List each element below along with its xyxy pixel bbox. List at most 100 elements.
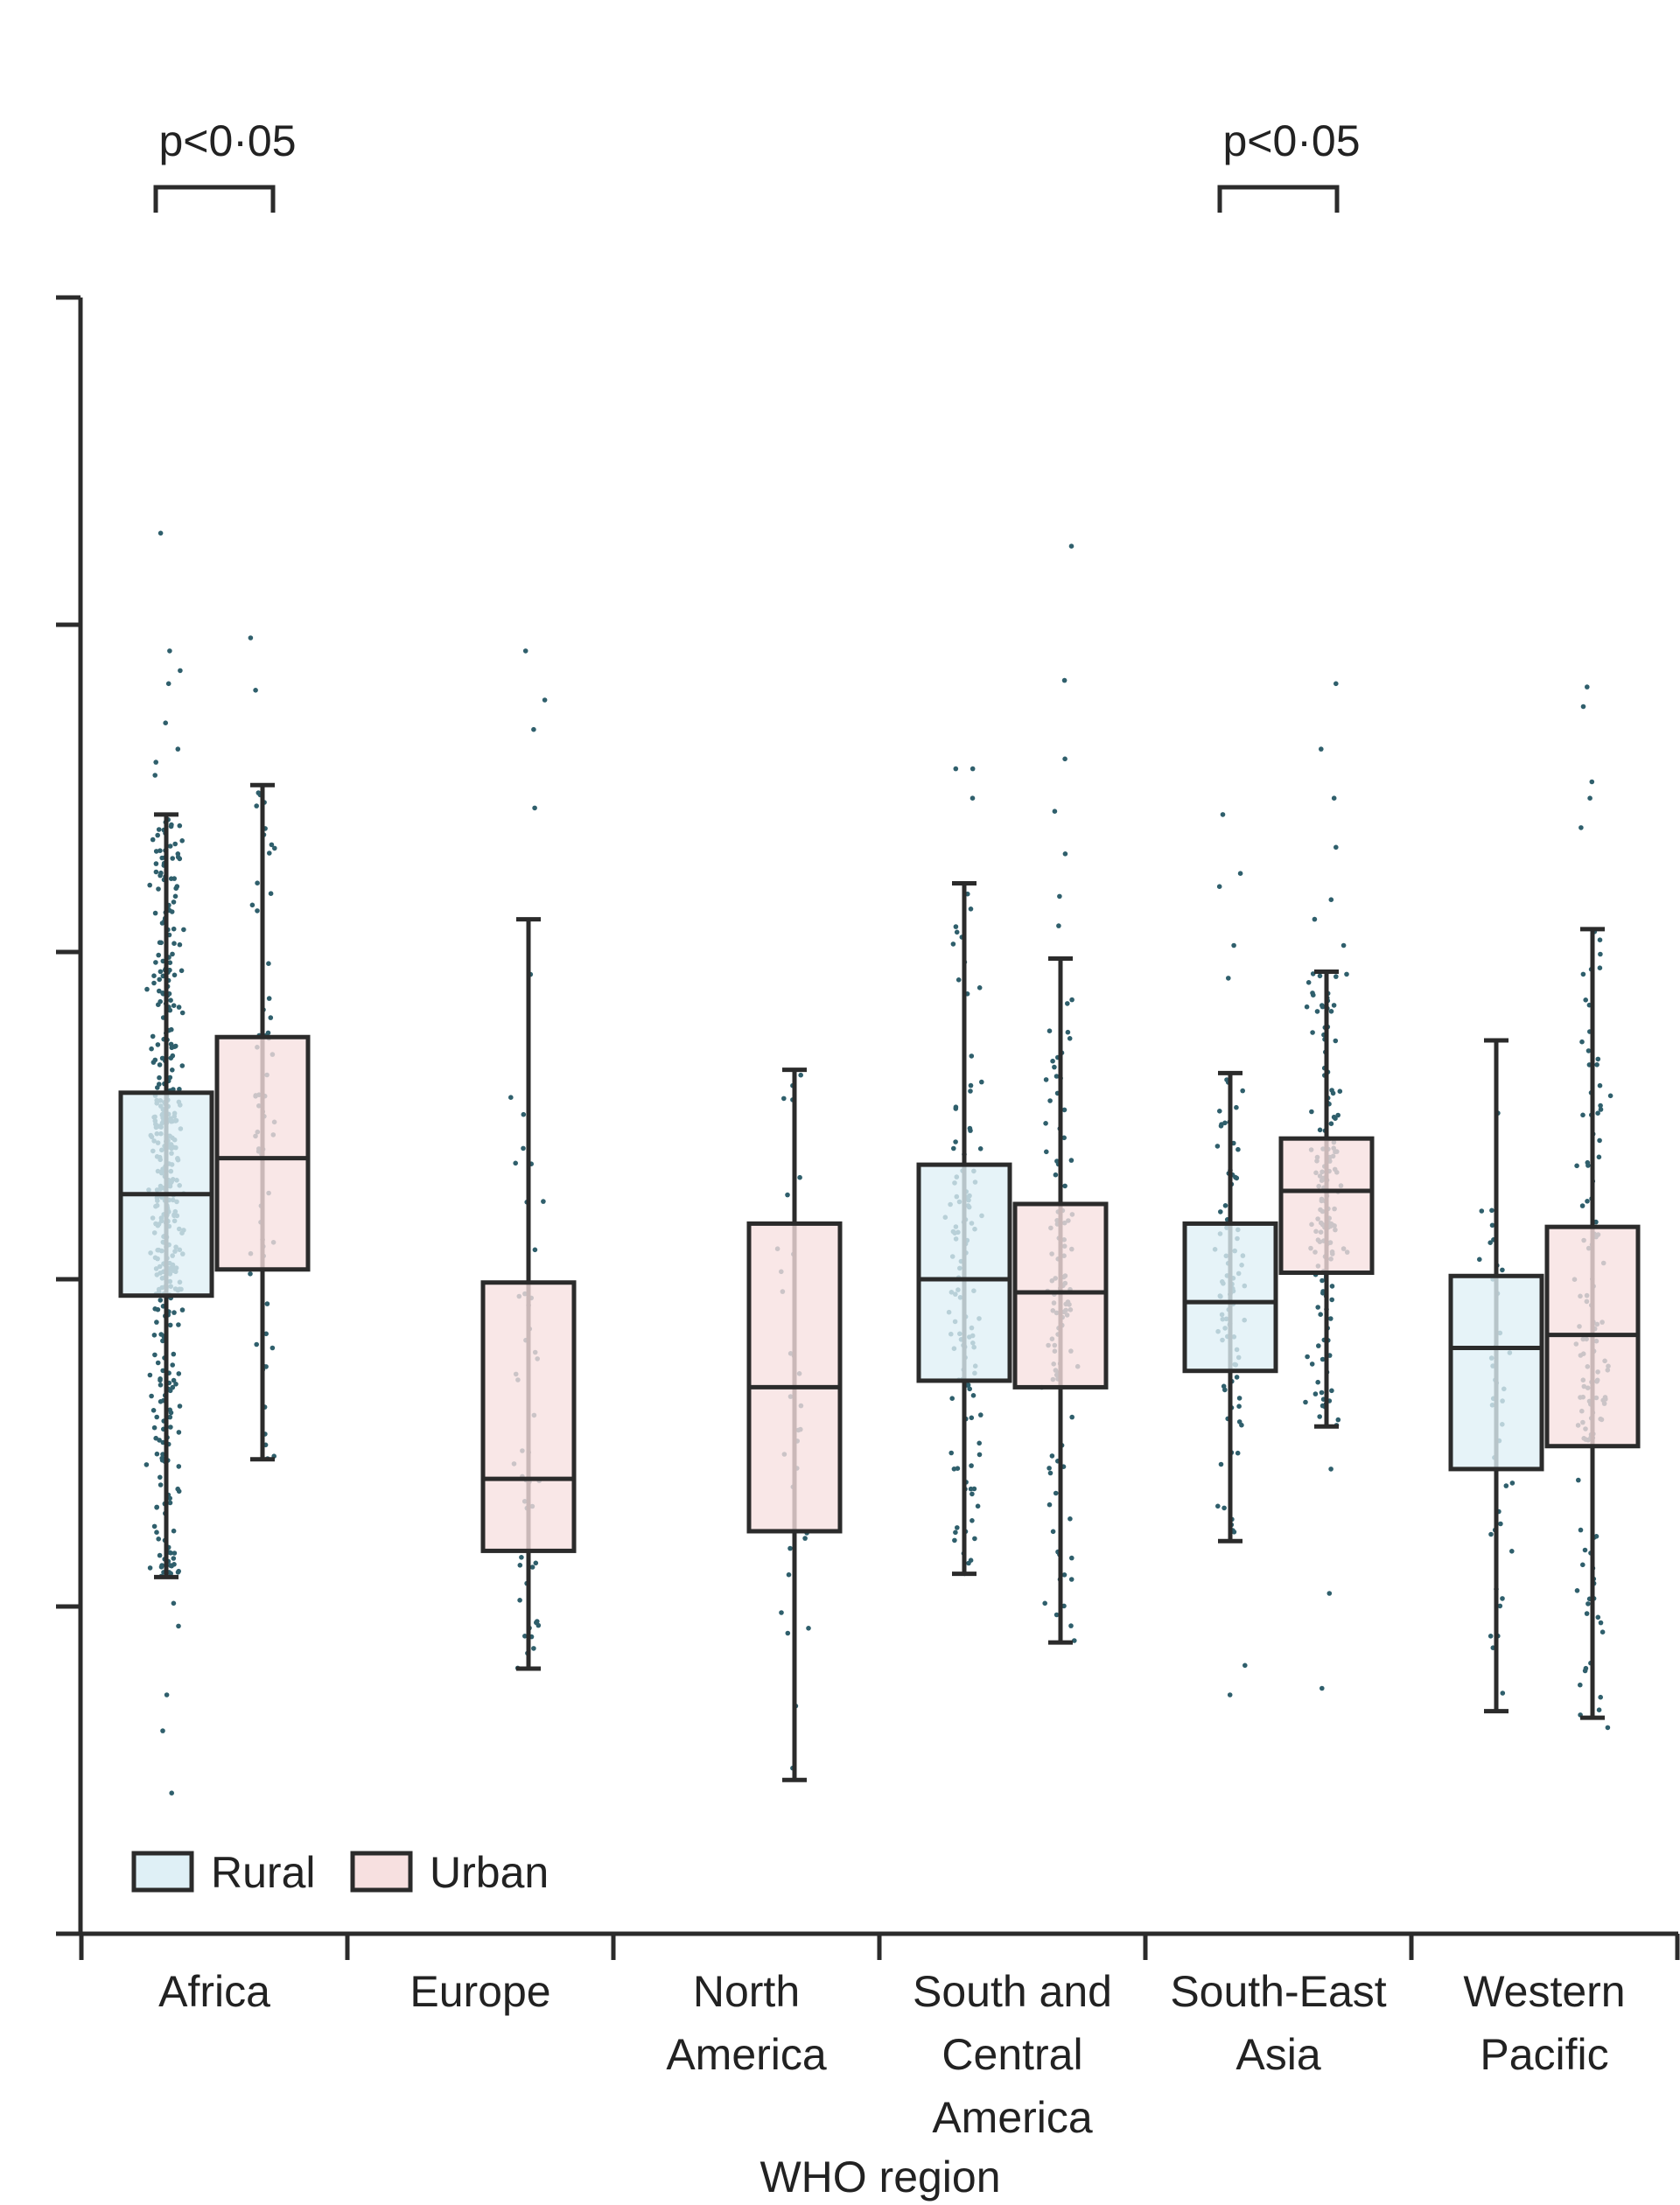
data-point	[263, 1331, 270, 1337]
data-point	[1061, 1107, 1068, 1113]
outlier-point	[1319, 746, 1324, 752]
data-point	[532, 1247, 538, 1253]
x-tick-label-line: Africa	[158, 1967, 270, 2016]
data-point	[953, 1139, 958, 1144]
outlier-point	[542, 697, 548, 703]
data-point	[1500, 1690, 1506, 1696]
data-point	[1072, 1638, 1077, 1643]
data-point	[176, 1322, 181, 1327]
data-point	[779, 1610, 784, 1615]
data-point	[1330, 1090, 1336, 1096]
data-point	[1068, 1623, 1074, 1628]
outlier-point	[1061, 677, 1068, 683]
outlier-point	[970, 795, 976, 801]
data-point	[1500, 1267, 1505, 1273]
data-point	[1061, 1603, 1067, 1609]
data-point	[150, 836, 156, 843]
significance-1: p<0·05	[1217, 116, 1361, 213]
data-point	[1054, 1612, 1060, 1618]
data-point	[1310, 990, 1315, 996]
data-point	[152, 1352, 158, 1358]
outlier-point	[1057, 893, 1062, 900]
data-point	[151, 1523, 158, 1530]
data-point	[1067, 1036, 1073, 1041]
data-point	[1479, 1208, 1485, 1214]
box-rural-5	[1448, 1038, 1544, 1714]
data-point	[150, 1033, 156, 1040]
data-point	[170, 951, 175, 957]
data-point	[154, 1530, 159, 1535]
data-point	[1582, 1668, 1588, 1674]
data-point	[172, 841, 178, 847]
data-point	[529, 1564, 536, 1570]
data-point	[1309, 1109, 1314, 1115]
data-point	[950, 942, 956, 947]
data-point	[176, 1430, 182, 1435]
data-point	[152, 910, 158, 916]
outlier-point	[1042, 1600, 1047, 1606]
x-tick-label-line: South and	[913, 1967, 1112, 2016]
data-point	[1218, 1461, 1224, 1467]
data-point	[1594, 1062, 1600, 1068]
outlier-point	[165, 681, 172, 687]
data-point	[1061, 1572, 1068, 1578]
data-point	[170, 1362, 175, 1368]
data-point	[968, 1082, 974, 1088]
data-point	[1317, 973, 1323, 979]
data-point	[517, 1598, 522, 1603]
data-point	[1319, 1390, 1325, 1396]
data-point	[249, 902, 256, 908]
data-point	[254, 1341, 260, 1348]
box-rural-4	[1182, 1070, 1278, 1544]
data-point	[519, 1555, 524, 1560]
significance-0: p<0·05	[153, 116, 297, 213]
data-point	[167, 1322, 173, 1328]
data-point	[158, 1332, 164, 1337]
box-plots	[118, 782, 1641, 1782]
data-point	[157, 1552, 163, 1558]
x-tick-label-line: Pacific	[1480, 2030, 1608, 2079]
x-tick-labels: Africa Europe North America South and Central…	[158, 1967, 1626, 2142]
data-point	[1068, 1158, 1074, 1163]
data-point	[1061, 1135, 1067, 1141]
data-point	[517, 1563, 523, 1568]
data-point	[1337, 1088, 1343, 1094]
data-point	[967, 1125, 973, 1131]
data-point	[254, 803, 260, 808]
data-point	[170, 856, 175, 861]
outlier-point	[1231, 942, 1236, 948]
data-point	[969, 1054, 975, 1059]
outlier-point	[178, 668, 183, 674]
data-point	[1509, 1549, 1515, 1554]
data-point	[171, 1556, 177, 1561]
data-point	[953, 1530, 958, 1536]
data-point	[1580, 971, 1586, 977]
data-point	[1305, 1354, 1310, 1360]
outlier-point	[1220, 812, 1226, 817]
data-point	[1240, 1088, 1245, 1094]
data-point	[175, 1570, 181, 1575]
x-tick-label-4: South-East Asia	[1170, 1967, 1386, 2079]
data-point	[168, 823, 174, 830]
data-point	[1586, 1601, 1591, 1606]
data-point	[1053, 1172, 1059, 1178]
data-point	[802, 1536, 808, 1541]
data-point	[1320, 1278, 1325, 1284]
data-point	[1043, 1121, 1048, 1126]
significance-bracket	[153, 185, 276, 213]
x-tick-label-1: Europe	[410, 1967, 550, 2016]
data-point	[970, 1518, 975, 1523]
box-urban-1	[480, 917, 577, 1671]
data-point	[979, 1079, 984, 1085]
data-point	[158, 1298, 164, 1303]
data-point	[1320, 1356, 1326, 1362]
data-point	[1596, 1707, 1602, 1712]
data-point	[967, 1386, 972, 1392]
data-point	[1065, 1001, 1070, 1006]
data-point	[178, 968, 185, 974]
data-point	[533, 1560, 539, 1566]
data-point	[149, 1046, 154, 1052]
data-point	[1318, 1312, 1323, 1317]
data-point	[975, 1503, 981, 1509]
data-point	[158, 1399, 164, 1404]
